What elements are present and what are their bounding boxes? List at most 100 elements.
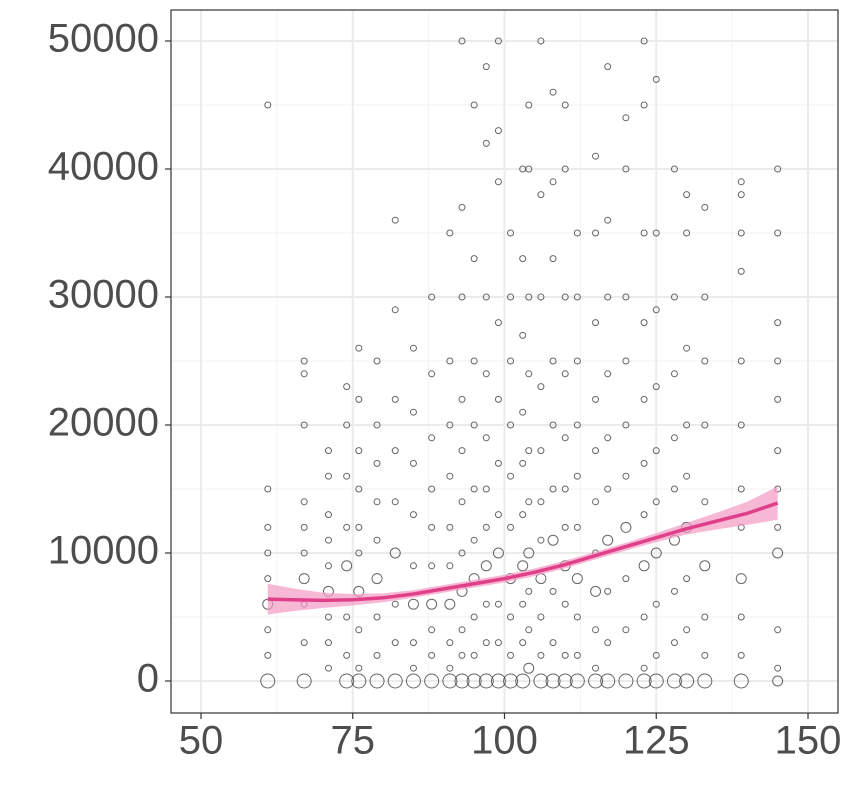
point — [525, 370, 533, 378]
point — [482, 293, 490, 301]
point — [494, 639, 502, 647]
point — [573, 613, 581, 621]
point — [264, 575, 272, 583]
point — [458, 549, 466, 557]
point — [324, 472, 332, 480]
point — [737, 191, 745, 199]
point — [391, 447, 399, 455]
point — [446, 421, 454, 429]
point — [525, 587, 533, 595]
point — [670, 165, 678, 173]
point — [480, 560, 492, 572]
point — [557, 673, 573, 689]
point — [428, 485, 436, 493]
x-tick-label: 75 — [330, 719, 375, 763]
point — [561, 523, 569, 531]
point — [737, 178, 745, 186]
point — [525, 101, 533, 109]
point — [428, 562, 436, 570]
point — [482, 523, 490, 531]
y-tick-label: 30000 — [48, 273, 159, 317]
point — [405, 673, 421, 689]
point — [391, 306, 399, 314]
point — [300, 498, 308, 506]
point — [373, 613, 381, 621]
point — [409, 459, 417, 467]
point — [492, 547, 504, 559]
point — [683, 421, 691, 429]
y-tick-label: 10000 — [48, 529, 159, 573]
point — [640, 101, 648, 109]
point — [774, 626, 782, 634]
point — [264, 101, 272, 109]
point — [494, 178, 502, 186]
x-tick-label: 100 — [471, 719, 538, 763]
point — [549, 485, 557, 493]
point — [428, 434, 436, 442]
point — [482, 63, 490, 71]
point — [446, 229, 454, 237]
point — [339, 673, 355, 689]
point — [592, 395, 600, 403]
point — [533, 673, 549, 689]
point — [737, 421, 745, 429]
point — [537, 37, 545, 45]
point — [355, 664, 363, 672]
point — [640, 395, 648, 403]
y-tick-label: 0 — [137, 657, 159, 701]
point — [446, 523, 454, 531]
point — [652, 75, 660, 83]
point — [549, 255, 557, 263]
point — [537, 651, 545, 659]
point — [701, 498, 709, 506]
point — [470, 651, 478, 659]
point — [519, 255, 527, 263]
point — [537, 447, 545, 455]
point — [446, 562, 454, 570]
point — [470, 421, 478, 429]
point — [446, 472, 454, 480]
point — [324, 639, 332, 647]
point — [482, 485, 490, 493]
point — [387, 673, 403, 689]
point — [549, 178, 557, 186]
point — [774, 319, 782, 327]
point — [537, 613, 545, 621]
point — [537, 191, 545, 199]
point — [446, 639, 454, 647]
point — [454, 673, 470, 689]
point — [683, 575, 691, 583]
point — [683, 472, 691, 480]
point — [494, 395, 502, 403]
point — [426, 598, 438, 610]
point — [573, 651, 581, 659]
point — [545, 673, 561, 689]
point — [640, 613, 648, 621]
point — [371, 573, 383, 585]
y-tick-label: 50000 — [48, 17, 159, 61]
point — [652, 651, 660, 659]
point — [503, 673, 519, 689]
point — [519, 600, 527, 608]
point — [622, 626, 630, 634]
point — [470, 357, 478, 365]
point — [494, 459, 502, 467]
point — [428, 626, 436, 634]
point — [507, 421, 515, 429]
point — [670, 587, 678, 595]
point — [561, 485, 569, 493]
point — [737, 485, 745, 493]
point — [604, 434, 612, 442]
point — [561, 600, 569, 608]
point — [264, 626, 272, 634]
point — [622, 472, 630, 480]
point — [683, 344, 691, 352]
point — [391, 498, 399, 506]
point — [588, 673, 604, 689]
point — [482, 639, 490, 647]
point — [652, 229, 660, 237]
point — [515, 673, 531, 689]
point — [573, 293, 581, 301]
point — [519, 408, 527, 416]
